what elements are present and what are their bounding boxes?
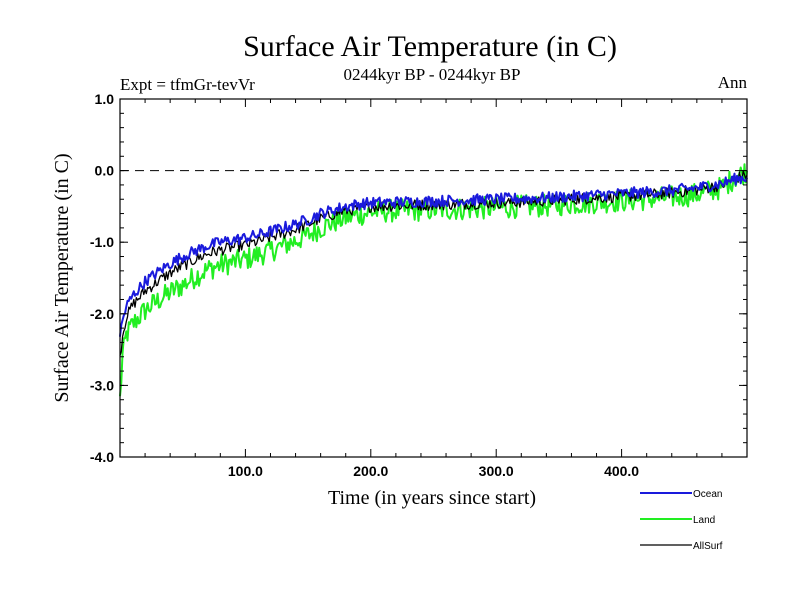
legend-label-ocean: Ocean: [693, 489, 722, 500]
y-tick-label: -4.0: [90, 449, 114, 465]
y-tick-label: -1.0: [90, 234, 114, 250]
y-tick-label: -3.0: [90, 377, 114, 393]
y-axis-label: Surface Air Temperature (in C): [51, 153, 73, 402]
legend-label-land: Land: [693, 515, 715, 526]
legend-label-allsurf: AllSurf: [693, 541, 723, 552]
x-axis-label: Time (in years since start): [328, 487, 536, 509]
x-tick-label: 100.0: [228, 463, 263, 479]
x-tick-label: 400.0: [604, 463, 639, 479]
y-tick-label: 0.0: [95, 163, 115, 179]
chart-title: Surface Air Temperature (in C): [243, 30, 617, 63]
series-line-ocean: [119, 172, 748, 337]
y-tick-label: -2.0: [90, 306, 114, 322]
legend: Ocean Land AllSurf: [640, 489, 723, 552]
experiment-label: Expt = tfmGr-tevVr: [120, 75, 255, 94]
plot-frame: [119, 98, 748, 458]
season-label: Ann: [718, 73, 748, 92]
chart-subtitle: 0244kyr BP - 0244kyr BP: [344, 65, 521, 84]
x-tick-label: 200.0: [353, 463, 388, 479]
plot-area: 1.0 0.0 -1.0 -2.0 -3.0 -4.0 100.0 200.0 300.0 400…: [90, 91, 748, 479]
y-tick-label: 1.0: [95, 91, 115, 107]
x-tick-label: 300.0: [479, 463, 514, 479]
